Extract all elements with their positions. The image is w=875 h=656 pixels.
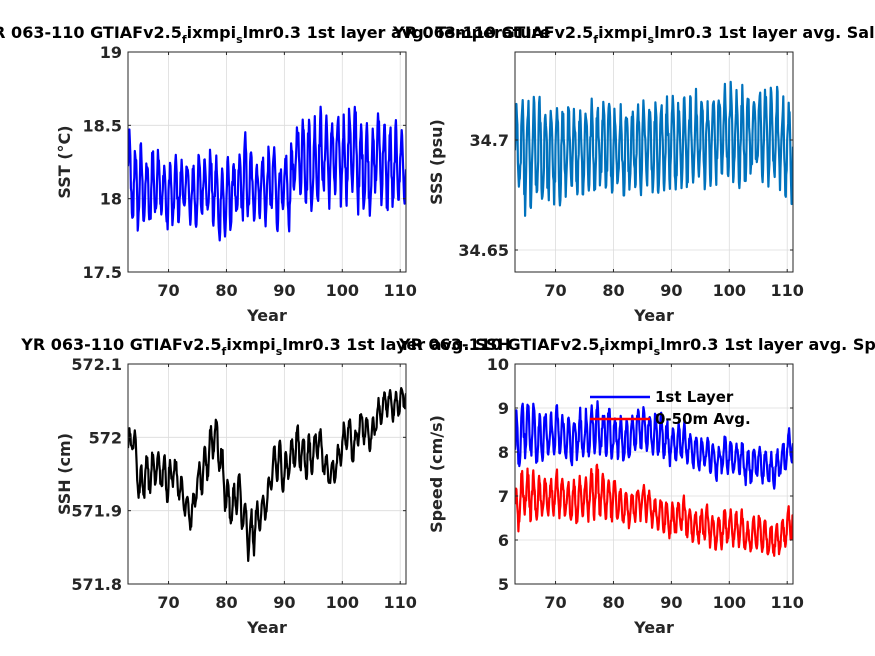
subplot-title: YR 063-110 GTIAFv2.5fixmpislmr0.3 1st la…	[392, 23, 875, 46]
y-tick-label: 19	[100, 43, 122, 62]
legend-label: 1st Layer	[655, 388, 734, 406]
subplot-sst: 70 80 90 100 110 17.5 18 18.5 19 Year SST (°C) YR 0…	[0, 23, 551, 325]
y-tick-label: 10	[487, 355, 509, 374]
y-tick-label: 6	[498, 531, 509, 550]
x-tick-label: 110	[384, 281, 417, 300]
x-tick-label: 90	[273, 281, 295, 300]
y-axis-label: SSH (cm)	[55, 433, 74, 515]
x-axis-label: Year	[246, 618, 287, 637]
x-tick-label: 100	[713, 593, 746, 612]
x-tick-label: 90	[273, 593, 295, 612]
y-axis-label: SST (°C)	[55, 125, 74, 198]
axes-frame	[514, 363, 794, 585]
axes-frame	[514, 51, 794, 273]
axes-frame	[127, 51, 407, 273]
series-line	[515, 463, 793, 557]
subplot-title: YR 063-110 GTIAFv2.5fixmpislmr0.3 1st la…	[0, 23, 551, 46]
x-tick-label: 110	[384, 593, 417, 612]
subplot-speed: 70 80 90 100 110 5 6 7 8 9 10 Year Speed (cm/s) YR 06…	[398, 335, 875, 637]
subplot-title: YR 063-110 GTIAFv2.5fixmpislmr0.3 1st la…	[20, 335, 511, 358]
x-tick-label: 100	[713, 281, 746, 300]
series-line	[128, 387, 406, 562]
x-tick-label: 110	[771, 281, 804, 300]
legend-label: 0-50m Avg.	[655, 410, 751, 428]
x-axis-label: Year	[633, 618, 674, 637]
series-line	[515, 400, 793, 490]
y-tick-label: 34.65	[458, 241, 509, 260]
x-tick-label: 100	[326, 593, 359, 612]
y-tick-label: 8	[498, 443, 509, 462]
x-tick-label: 80	[602, 281, 624, 300]
x-tick-label: 90	[660, 593, 682, 612]
x-tick-label: 70	[544, 593, 566, 612]
x-tick-label: 80	[602, 593, 624, 612]
y-tick-label: 571.8	[71, 575, 122, 594]
y-tick-label: 17.5	[83, 263, 122, 282]
y-axis-label: Speed (cm/s)	[427, 415, 446, 533]
y-tick-label: 18.5	[83, 116, 122, 135]
subplot-title: YR 063-110 GTIAFv2.5fixmpislmr0.3 1st la…	[398, 335, 875, 358]
y-tick-label: 572	[89, 428, 122, 447]
x-tick-label: 70	[544, 281, 566, 300]
y-tick-label: 9	[498, 399, 509, 418]
y-tick-label: 572.1	[71, 355, 122, 374]
y-tick-label: 34.7	[470, 131, 509, 150]
y-tick-label: 5	[498, 575, 509, 594]
y-tick-label: 7	[498, 487, 509, 506]
subplot-sss: 70 80 90 100 110 34.65 34.7 Year SSS (psu) YR 063…	[392, 23, 875, 325]
x-tick-label: 110	[771, 593, 804, 612]
series-line	[128, 105, 406, 242]
axes-frame	[127, 363, 407, 585]
x-tick-label: 80	[215, 593, 237, 612]
x-tick-label: 80	[215, 281, 237, 300]
y-tick-label: 571.9	[71, 502, 122, 521]
x-tick-label: 70	[157, 281, 179, 300]
y-tick-label: 18	[100, 190, 122, 209]
series-line	[515, 80, 793, 217]
y-axis-label: SSS (psu)	[427, 119, 446, 205]
x-axis-label: Year	[246, 306, 287, 325]
subplot-ssh: 70 80 90 100 110 571.8 571.9 572 572.1 Year SSH (c…	[20, 335, 511, 637]
x-tick-label: 100	[326, 281, 359, 300]
x-tick-label: 70	[157, 593, 179, 612]
legend: 1st Layer 0-50m Avg.	[590, 388, 751, 428]
x-tick-label: 90	[660, 281, 682, 300]
x-axis-label: Year	[633, 306, 674, 325]
